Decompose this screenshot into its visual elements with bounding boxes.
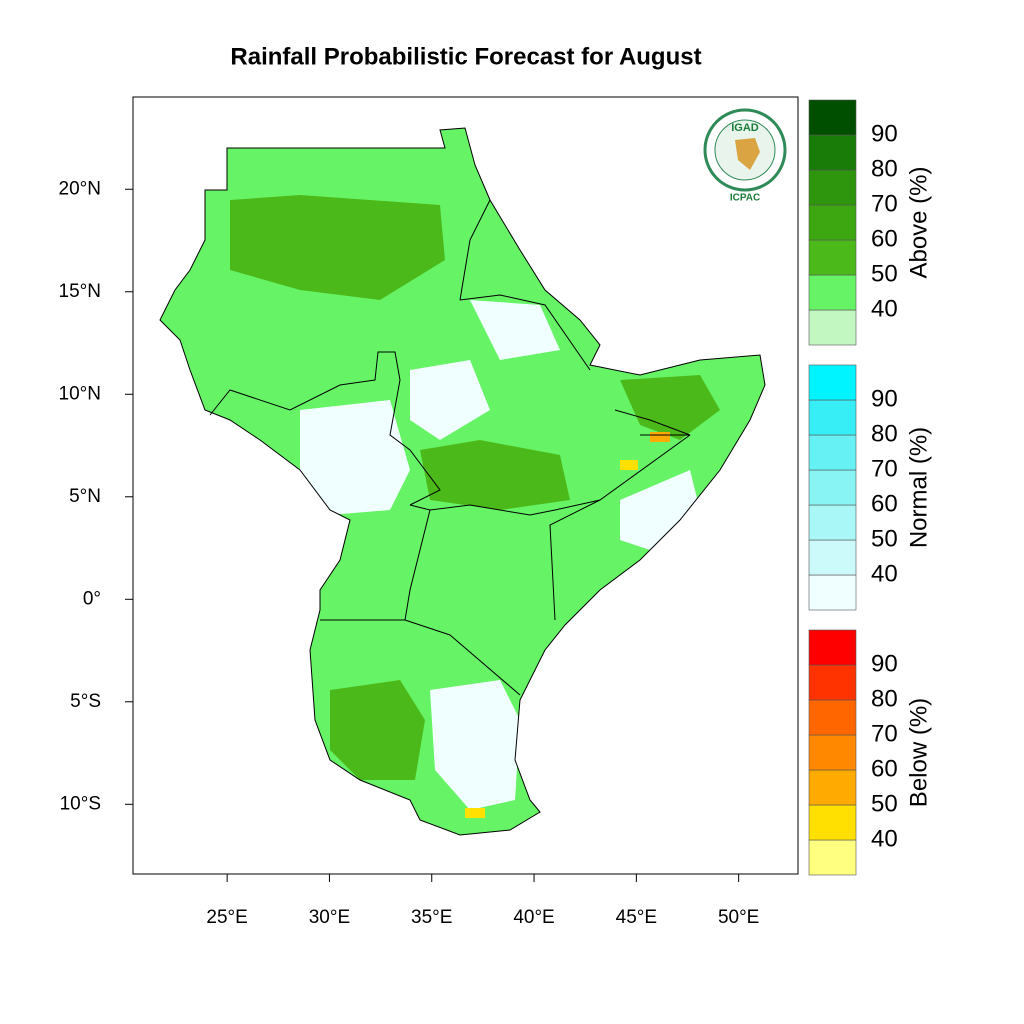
x-tick-label: 45°E [616,907,657,928]
colorbar-swatch [808,204,857,241]
colorbar-tick-label: 80 [871,420,898,447]
coastline [159,127,766,836]
colorbar-tick-label: 50 [871,260,898,287]
colorbar-tick-label: 40 [871,560,898,587]
x-tick-label: 35°E [411,907,452,928]
border [209,351,441,506]
x-tick-label: 30°E [309,907,350,928]
normal-patch [410,360,490,440]
y-tick-label: 10°N [59,383,101,404]
colorbar-swatch [808,734,857,771]
colorbar-swatch [808,504,857,541]
colorbar-swatch [808,239,857,276]
colorbar-tick-label: 50 [871,525,898,552]
colorbar-tick-label: 90 [871,650,898,677]
x-tick-label: 25°E [206,907,247,928]
above-patch [330,680,425,780]
colorbar-tick-label: 50 [871,790,898,817]
map-frame [132,96,799,875]
colorbar-tick-label: 70 [871,190,898,217]
map-land [159,127,766,836]
colorbar-swatch [808,699,857,736]
logo-caption: ICPAC [730,193,760,204]
colorbar-swatch [808,364,857,401]
x-tick-label: 50°E [718,907,759,928]
colorbar-tick-label: 90 [871,385,898,412]
y-tick-label: 15°N [59,281,101,302]
normal-patch [430,680,520,810]
colorbar-swatch [808,169,857,206]
colorbar-tick-label: 40 [871,825,898,852]
colorbar-swatch [808,134,857,171]
y-tick-label: 20°N [59,178,101,199]
colorbar-tick-label: 60 [871,755,898,782]
normal-patch [620,470,700,550]
below-patch [650,432,670,442]
border [320,199,691,696]
colorbar-tick-label: 80 [871,685,898,712]
colorbar-swatch [808,664,857,701]
above-patch [420,440,570,510]
y-tick-label: 0° [83,588,101,609]
x-tick-label: 40°E [513,907,554,928]
colorbar-swatch [808,274,857,311]
colorbar-swatch [808,539,857,576]
colorbar-tick-label: 80 [871,155,898,182]
normal-patch [300,400,410,515]
normal-patch [470,300,560,360]
y-tick-label: 10°S [60,793,101,814]
colorbar-tick-label: 40 [871,295,898,322]
below-patch [465,808,485,818]
below-patch [620,460,638,470]
colorbar-swatch [808,434,857,471]
map-title: Rainfall Probabilistic Forecast for Augu… [230,43,701,70]
logo: IGAD ICPAC [703,108,787,204]
colorbar-swatch [808,99,857,136]
border [614,409,691,436]
y-tick-label: 5°S [70,691,101,712]
colorbar-label: Above (%) [905,166,932,278]
colorbar-tick-label: 90 [871,120,898,147]
colorbar-swatch [808,399,857,436]
above-patch [620,375,720,440]
colorbar-swatch [808,574,857,611]
logo-africa [735,138,760,170]
colorbar-label: Below (%) [905,698,932,807]
colorbar-swatch [808,309,857,346]
above-patch [230,195,445,300]
colorbar-swatch [808,839,857,876]
colorbar-label: Normal (%) [905,427,932,548]
y-tick-label: 5°N [69,486,101,507]
colorbar-swatch [808,629,857,666]
colorbar-tick-label: 60 [871,225,898,252]
colorbar-swatch [808,469,857,506]
logo-name: IGAD [731,122,759,134]
colorbar-swatch [808,804,857,841]
colorbar-tick-label: 70 [871,455,898,482]
colorbar-tick-label: 70 [871,720,898,747]
colorbar-swatch [808,769,857,806]
colorbar-tick-label: 60 [871,490,898,517]
